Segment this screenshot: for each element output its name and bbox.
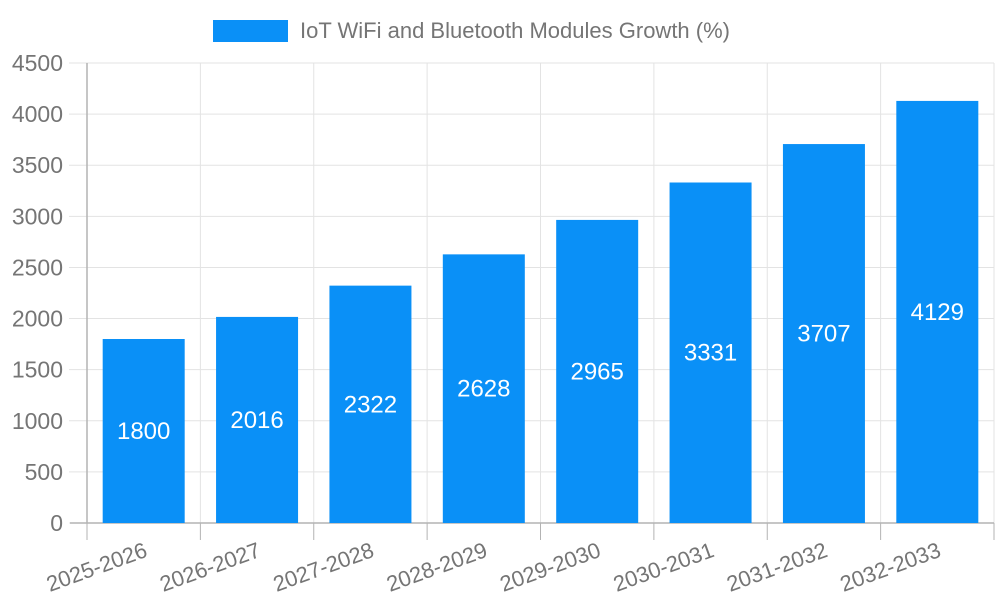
bar-2027-2028[interactable] bbox=[329, 285, 412, 523]
bar-value-label: 2016 bbox=[230, 407, 283, 434]
y-axis-label: 3000 bbox=[12, 203, 63, 229]
y-axis-label: 4000 bbox=[12, 101, 63, 127]
bar-value-label: 1800 bbox=[117, 418, 170, 445]
bar-value-label: 2628 bbox=[457, 376, 510, 403]
bar-2026-2027[interactable] bbox=[216, 316, 299, 523]
bar-2031-2032[interactable] bbox=[782, 144, 865, 523]
x-axis-label: 2028-2029 bbox=[383, 537, 490, 596]
x-axis-label: 2031-2032 bbox=[723, 537, 830, 596]
y-axis-label: 4500 bbox=[12, 50, 63, 76]
bar-2030-2031[interactable] bbox=[669, 182, 752, 523]
y-axis-label: 3500 bbox=[12, 152, 63, 178]
bar-value-label: 3707 bbox=[797, 321, 850, 348]
legend-label: IoT WiFi and Bluetooth Modules Growth (%… bbox=[300, 18, 730, 43]
legend-swatch bbox=[213, 20, 288, 42]
y-axis-label: 1000 bbox=[12, 408, 63, 434]
legend-item[interactable]: IoT WiFi and Bluetooth Modules Growth (%… bbox=[213, 18, 730, 44]
x-axis-label: 2030-2031 bbox=[610, 537, 717, 596]
bar-2025-2026[interactable] bbox=[102, 339, 185, 523]
y-axis-label: 500 bbox=[25, 459, 63, 485]
x-axis-label: 2029-2030 bbox=[496, 537, 603, 596]
y-axis-label: 2000 bbox=[12, 306, 63, 332]
bar-2029-2030[interactable] bbox=[556, 219, 639, 523]
bar-2028-2029[interactable] bbox=[442, 254, 525, 524]
x-axis-label: 2026-2027 bbox=[156, 537, 263, 596]
bar-2032-2033[interactable] bbox=[896, 100, 979, 524]
bar-value-label: 2322 bbox=[344, 391, 397, 418]
y-axis-label: 2500 bbox=[12, 254, 63, 280]
x-axis-label: 2025-2026 bbox=[43, 537, 150, 596]
bar-value-label: 4129 bbox=[911, 299, 964, 326]
bar-value-label: 3331 bbox=[684, 340, 737, 367]
bar-value-label: 2965 bbox=[570, 358, 623, 385]
y-axis-label: 0 bbox=[50, 510, 63, 536]
y-axis-label: 1500 bbox=[12, 357, 63, 383]
x-axis-label: 2027-2028 bbox=[270, 537, 377, 596]
x-axis-label: 2032-2033 bbox=[837, 537, 944, 596]
